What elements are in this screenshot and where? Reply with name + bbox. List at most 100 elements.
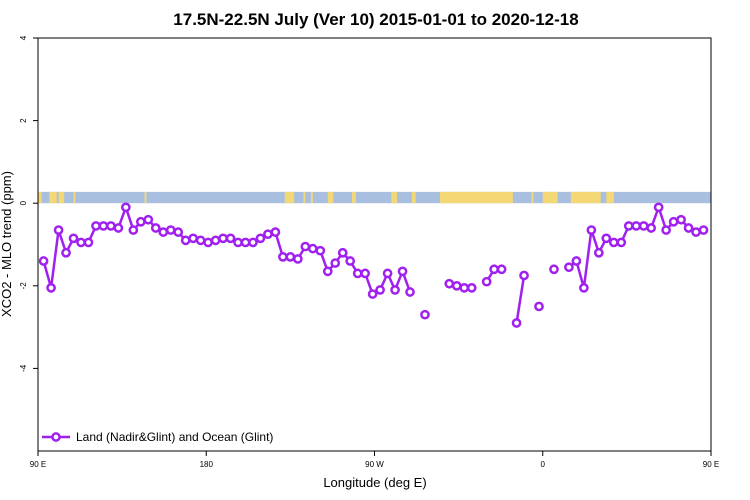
data-point bbox=[330, 258, 341, 268]
data-point bbox=[337, 247, 348, 258]
y-axis: 4 2 0 -2 -4 bbox=[19, 35, 38, 372]
data-point bbox=[143, 214, 154, 225]
data-point bbox=[444, 278, 455, 289]
land-segment bbox=[542, 191, 558, 204]
data-point bbox=[285, 252, 296, 262]
data-point bbox=[534, 301, 544, 312]
data-point bbox=[345, 256, 356, 266]
land-segment bbox=[58, 191, 65, 204]
legend-marker bbox=[51, 432, 61, 442]
land-segment bbox=[284, 191, 295, 204]
data-point bbox=[519, 270, 529, 281]
data-point bbox=[511, 318, 522, 328]
ocean-band bbox=[38, 191, 711, 204]
data-point bbox=[278, 252, 288, 262]
data-point bbox=[631, 221, 642, 231]
land-segment bbox=[303, 191, 306, 204]
data-point bbox=[218, 233, 228, 244]
x-axis-label: Longitude (deg E) bbox=[323, 475, 426, 490]
data-point bbox=[307, 243, 318, 254]
data-point bbox=[203, 237, 213, 248]
data-point bbox=[248, 237, 258, 248]
data-point bbox=[390, 285, 400, 295]
data-point bbox=[579, 283, 589, 293]
data-point bbox=[53, 225, 64, 235]
land-segment bbox=[49, 191, 57, 204]
land-segment bbox=[38, 191, 42, 204]
data-point bbox=[459, 283, 470, 293]
data-point bbox=[180, 235, 191, 246]
y-tick-label: 4 bbox=[19, 35, 28, 40]
data-point bbox=[481, 276, 492, 287]
chart-title: 17.5N-22.5N July (Ver 10) 2015-01-01 to … bbox=[173, 10, 578, 29]
data-point bbox=[195, 235, 206, 246]
data-point bbox=[375, 285, 385, 295]
data-point bbox=[293, 254, 303, 264]
land-segment bbox=[327, 191, 334, 204]
land-segment bbox=[144, 191, 147, 204]
y-axis-label: XCO2 - MLO trend (ppm) bbox=[0, 171, 14, 317]
y-tick-label: -2 bbox=[19, 282, 28, 290]
data-point bbox=[571, 256, 582, 266]
land-segment bbox=[310, 191, 313, 204]
data-point bbox=[683, 223, 694, 233]
data-point bbox=[225, 233, 236, 244]
data-point bbox=[420, 309, 430, 320]
series-segment bbox=[515, 275, 526, 324]
data-point bbox=[564, 262, 574, 273]
data-point bbox=[405, 287, 415, 297]
data-point bbox=[270, 227, 281, 237]
data-point bbox=[135, 216, 146, 227]
data-point bbox=[158, 227, 169, 237]
data-point bbox=[382, 268, 393, 279]
data-point bbox=[255, 233, 266, 244]
land-segment bbox=[531, 191, 534, 204]
data-point bbox=[466, 283, 477, 293]
x-tick-label: 90 E bbox=[30, 460, 46, 469]
data-point bbox=[616, 237, 627, 248]
data-point bbox=[165, 225, 176, 235]
data-point bbox=[593, 247, 604, 258]
data-point bbox=[98, 221, 109, 231]
x-tick-label: 0 bbox=[541, 460, 546, 469]
land-segment bbox=[391, 191, 397, 204]
data-point bbox=[653, 202, 664, 213]
data-point bbox=[263, 229, 273, 240]
data-point bbox=[150, 223, 161, 233]
data-point bbox=[210, 235, 221, 246]
data-point bbox=[451, 280, 462, 291]
data-point bbox=[300, 241, 311, 252]
data-point bbox=[549, 264, 559, 275]
y-tick-label: 2 bbox=[19, 118, 28, 123]
data-point bbox=[586, 225, 597, 235]
x-tick-label: 180 bbox=[200, 460, 214, 469]
legend: Land (Nadir&Glint) and Ocean (Glint) bbox=[42, 430, 273, 444]
data-point bbox=[352, 268, 363, 279]
data-point bbox=[76, 237, 86, 248]
data-point bbox=[691, 227, 701, 237]
data-point bbox=[638, 221, 649, 231]
data-point bbox=[46, 283, 56, 293]
legend-label: Land (Nadir&Glint) and Ocean (Glint) bbox=[76, 430, 273, 444]
data-point bbox=[661, 225, 671, 235]
land-segment bbox=[411, 191, 416, 204]
data-point bbox=[173, 227, 184, 237]
land-segment bbox=[606, 191, 614, 204]
data-point bbox=[61, 247, 71, 258]
data-point bbox=[489, 264, 499, 275]
data-point bbox=[397, 266, 408, 277]
data-point bbox=[623, 221, 634, 231]
data-point bbox=[315, 245, 326, 256]
data-point bbox=[608, 237, 619, 248]
x-tick-label: 90 W bbox=[365, 460, 384, 469]
data-point bbox=[367, 289, 378, 299]
data-point bbox=[646, 223, 657, 233]
x-tick-label: 90 E bbox=[703, 460, 719, 469]
data-point bbox=[91, 221, 101, 231]
land-segment bbox=[570, 191, 601, 204]
data-point bbox=[68, 233, 79, 244]
data-point bbox=[676, 214, 686, 225]
data-point bbox=[240, 237, 251, 248]
x-axis: 90 E 180 90 W 0 90 E bbox=[30, 451, 719, 469]
